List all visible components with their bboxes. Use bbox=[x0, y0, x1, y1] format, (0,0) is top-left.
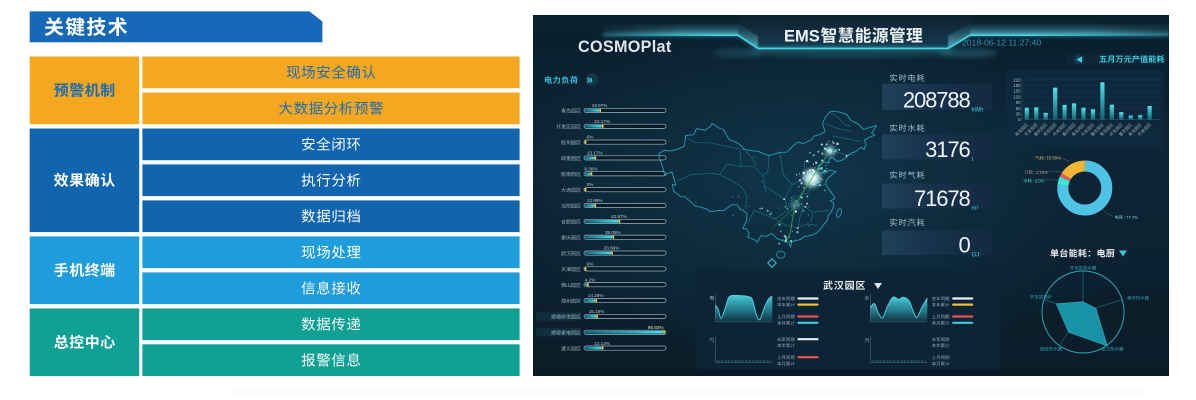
svg-text:71678: 71678 bbox=[914, 186, 971, 211]
svg-text:208788: 208788 bbox=[903, 88, 971, 113]
svg-text:30: 30 bbox=[1016, 112, 1021, 117]
svg-text:12.99%: 12.99% bbox=[587, 198, 603, 203]
svg-text:15.19%: 15.19% bbox=[589, 309, 605, 314]
svg-text:2018-06-12 11:27:40: 2018-06-12 11:27:40 bbox=[962, 38, 1041, 48]
svg-text:0: 0 bbox=[1018, 117, 1021, 122]
svg-text:»: » bbox=[587, 75, 593, 87]
svg-text:0: 0 bbox=[959, 233, 971, 258]
svg-text:96.92%: 96.92% bbox=[648, 325, 664, 330]
svg-text:kWh: kWh bbox=[972, 108, 984, 114]
svg-text:COSMOPlat: COSMOPlat bbox=[578, 38, 672, 56]
svg-text:: 77.7%: : 77.7% bbox=[1124, 215, 1138, 220]
svg-text:4.2%: 4.2% bbox=[585, 277, 595, 282]
svg-text:22.12%: 22.12% bbox=[594, 341, 610, 346]
svg-text:150: 150 bbox=[1013, 89, 1021, 94]
svg-text:35.08%: 35.08% bbox=[605, 230, 621, 235]
svg-text:: 5.0%: : 5.0% bbox=[1032, 178, 1044, 183]
svg-text:8.36%: 8.36% bbox=[584, 166, 597, 171]
svg-text:: 2.16%: : 2.16% bbox=[1034, 170, 1048, 175]
svg-text:t: t bbox=[972, 157, 974, 163]
svg-text:14.28%: 14.28% bbox=[588, 293, 604, 298]
svg-text:60: 60 bbox=[1016, 106, 1021, 111]
svg-text:22.17%: 22.17% bbox=[594, 119, 610, 124]
svg-text:EMS: EMS bbox=[784, 28, 820, 46]
svg-text:18.97%: 18.97% bbox=[592, 103, 608, 108]
svg-text:m³: m³ bbox=[972, 206, 979, 212]
svg-text:13.17%: 13.17% bbox=[587, 151, 603, 156]
svg-text:0%: 0% bbox=[587, 182, 594, 187]
svg-text:180: 180 bbox=[1013, 83, 1021, 88]
svg-text:90: 90 bbox=[1016, 100, 1021, 105]
svg-text:0%: 0% bbox=[587, 262, 594, 267]
svg-text:33.56%: 33.56% bbox=[604, 246, 620, 251]
svg-text:3176: 3176 bbox=[925, 137, 970, 162]
svg-text:120: 120 bbox=[1013, 94, 1021, 99]
svg-text:0%: 0% bbox=[587, 135, 594, 140]
svg-text:: 16.09%: : 16.09% bbox=[1044, 156, 1061, 161]
svg-text:GJ: GJ bbox=[972, 253, 980, 259]
svg-text:210: 210 bbox=[1013, 77, 1021, 82]
svg-text:42.57%: 42.57% bbox=[611, 214, 627, 219]
